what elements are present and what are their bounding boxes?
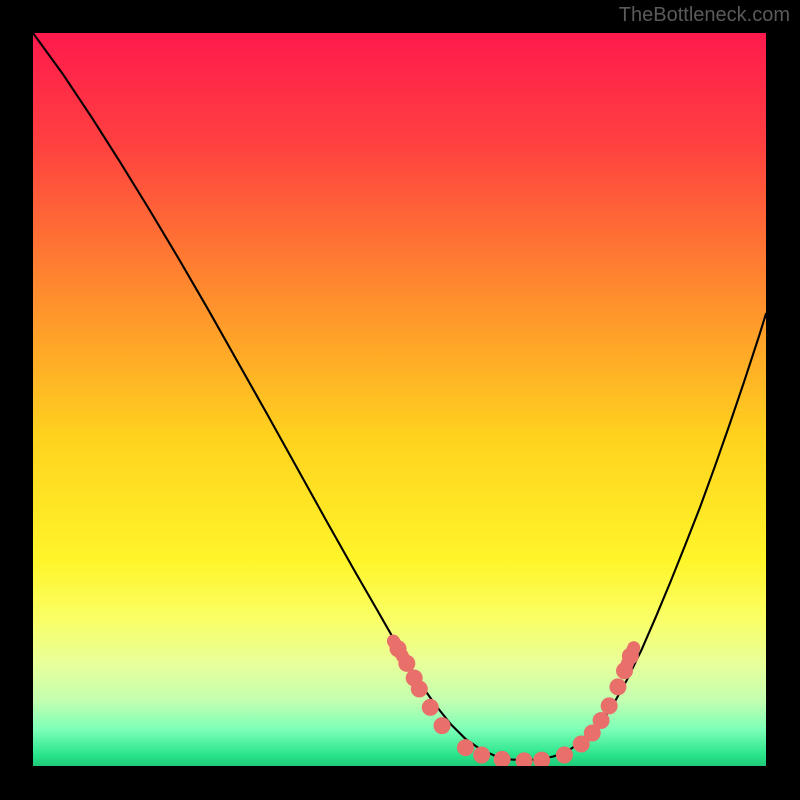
watermark-text: TheBottleneck.com [619,4,790,27]
marker-dot [556,747,573,764]
marker-dot [516,752,533,766]
plot-area [33,33,766,766]
marker-dot [411,681,428,698]
marker-dot [434,717,451,734]
marker-dot [609,678,626,695]
plot-overlay [33,33,766,766]
marker-dot [593,712,610,729]
marker-cap [393,641,402,656]
marker-dot [422,699,439,716]
marker-dot [457,739,474,756]
marker-cap [627,648,634,665]
marker-dot [473,747,490,764]
marker-dot [601,697,618,714]
marker-group [390,640,639,766]
marker-dot [494,751,511,766]
marker-dot [533,752,550,766]
